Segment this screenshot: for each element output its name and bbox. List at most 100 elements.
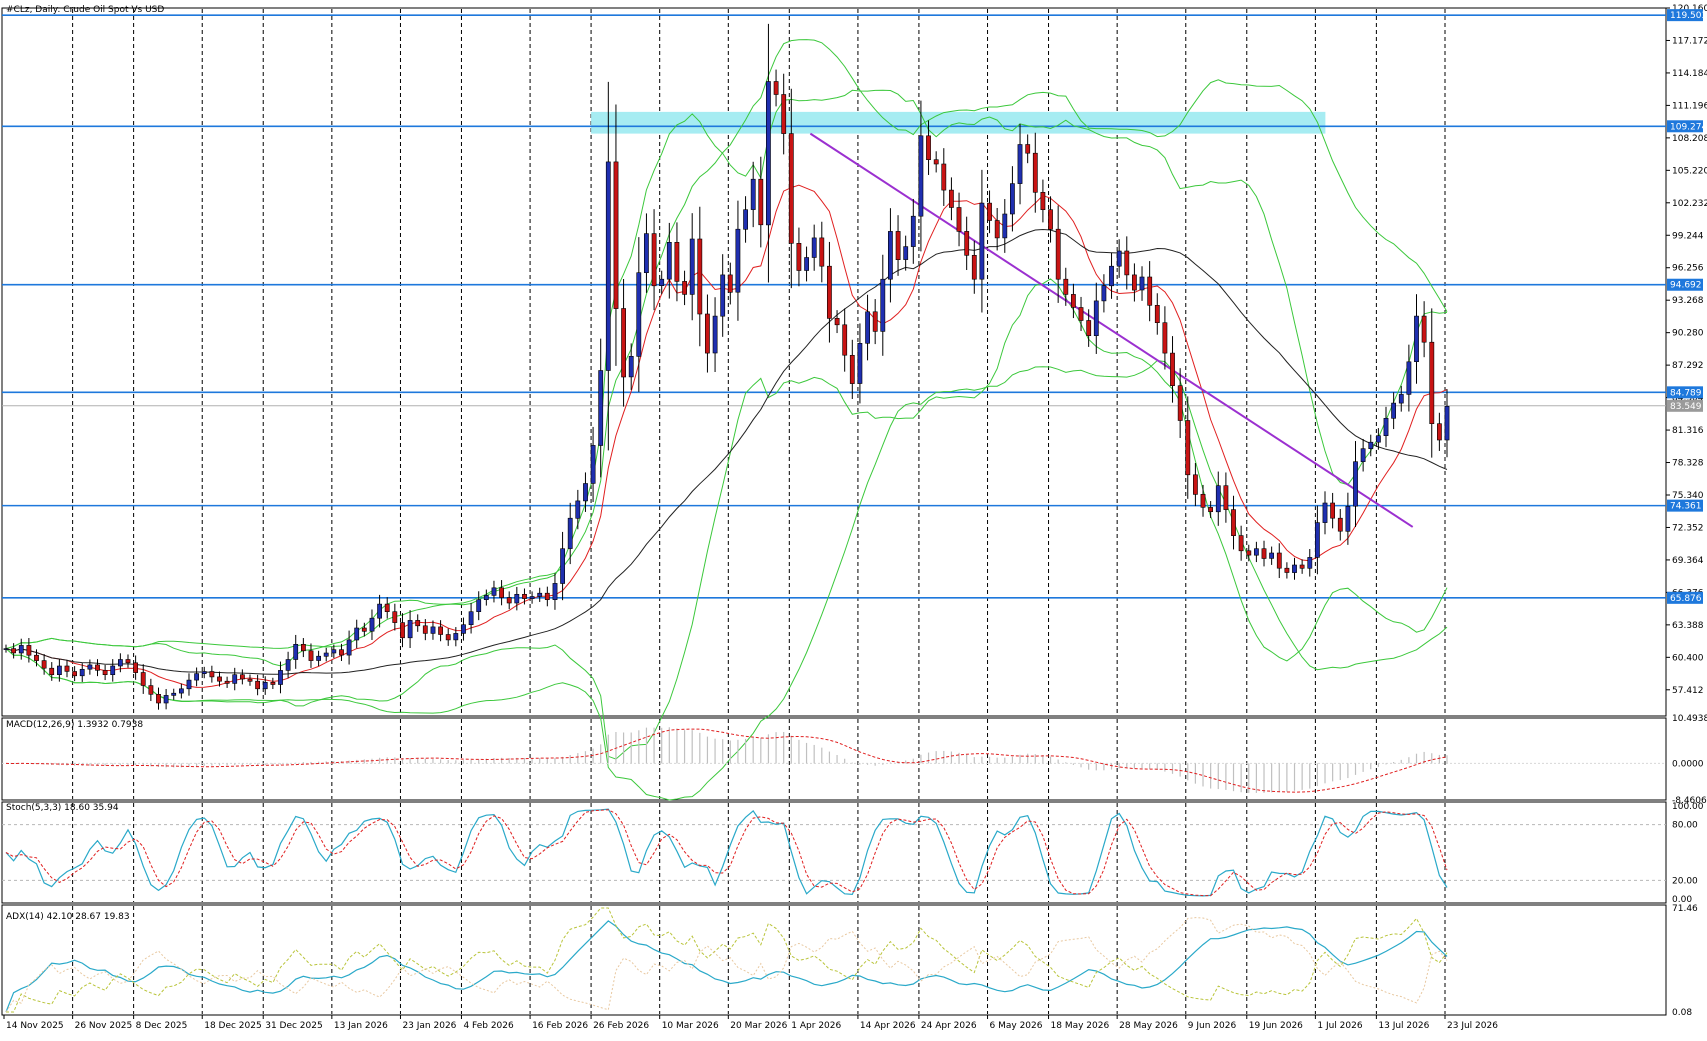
price-panel	[1, 7, 1667, 717]
bull-candle	[712, 315, 718, 354]
macd-signal-line	[5, 728, 1448, 793]
price-tick-label: 102.232	[1672, 199, 1707, 209]
level-price-label: 94.692	[1670, 281, 1702, 291]
price-tick-label: 81.316	[1672, 426, 1704, 436]
bear-candle	[339, 649, 344, 656]
bull-candle	[575, 500, 581, 519]
bear-candle	[964, 231, 970, 256]
bull-candle	[468, 611, 474, 626]
bear-candle	[1162, 322, 1168, 354]
bollinger-upper-40	[5, 39, 1448, 650]
bull-candle	[194, 673, 199, 681]
date-label: 28 May 2026	[1119, 1021, 1178, 1031]
price-tick-label: 90.280	[1672, 329, 1704, 339]
macd-tick-label: -8.4606	[1672, 796, 1707, 806]
bear-candle	[1147, 276, 1153, 306]
bear-candle	[64, 665, 70, 672]
bull-candle	[666, 242, 672, 280]
bear-candle	[987, 202, 992, 221]
stoch-tick-label: 80.00	[1672, 821, 1698, 831]
price-tick-label: 114.184	[1672, 69, 1707, 79]
bull-candle	[1360, 448, 1366, 463]
date-label: 1 Apr 2026	[791, 1021, 841, 1031]
price-tick-label: 99.244	[1672, 231, 1704, 241]
bollinger-upper-20	[5, 89, 1448, 667]
bull-candle	[377, 603, 382, 619]
price-tick-label: 69.364	[1672, 556, 1704, 566]
bear-candle	[422, 625, 428, 634]
bear-candle	[308, 650, 314, 661]
bull-candle	[1353, 461, 1358, 507]
bull-candle	[887, 231, 893, 280]
bear-candle	[1132, 274, 1137, 291]
bear-candle	[842, 324, 848, 356]
bear-candle	[1223, 485, 1229, 510]
bull-candle	[1406, 361, 1412, 395]
price-tick-label: 72.352	[1672, 523, 1704, 533]
bull-candle	[1292, 564, 1297, 573]
bear-candle	[819, 237, 825, 267]
bull-candle	[18, 645, 24, 654]
moving-average-fast	[5, 184, 1448, 688]
bull-candle	[979, 202, 985, 280]
bear-candle	[994, 220, 1000, 239]
bear-candle	[1032, 152, 1038, 193]
bear-candle	[255, 680, 260, 690]
bull-candle	[87, 664, 93, 670]
bear-candle	[41, 660, 47, 669]
stoch-panel	[1, 801, 1667, 904]
bear-candle	[872, 311, 878, 332]
bear-candle	[1437, 423, 1442, 441]
bull-candle	[1215, 485, 1221, 513]
bear-candle	[704, 313, 710, 354]
bull-candle	[804, 257, 809, 271]
bear-candle	[682, 281, 687, 295]
bear-candle	[392, 611, 398, 623]
bull-candle	[3, 648, 9, 650]
price-tick-label: 105.220	[1672, 166, 1707, 176]
date-label: 20 Mar 2026	[730, 1021, 787, 1031]
bull-candle	[529, 596, 535, 600]
bear-candle	[849, 354, 855, 384]
bear-candle	[1154, 304, 1160, 323]
bear-candle	[102, 670, 108, 676]
bull-candle	[1093, 300, 1099, 336]
bull-candle	[552, 583, 558, 601]
date-label: 13 Jan 2026	[334, 1021, 388, 1031]
bear-candle	[826, 265, 832, 319]
bear-candle	[133, 662, 138, 673]
price-tick-label: 60.400	[1672, 653, 1704, 663]
bull-candle	[1368, 441, 1374, 450]
bull-candle	[880, 278, 886, 332]
current-price-label: 83.549	[1670, 402, 1702, 412]
bull-candle	[1009, 183, 1015, 215]
bear-candle	[727, 274, 733, 293]
date-label: 31 Dec 2025	[265, 1021, 323, 1031]
bull-candle	[865, 311, 870, 344]
bull-candle	[323, 652, 329, 657]
price-tick-label: 93.268	[1672, 296, 1704, 306]
bear-candle	[1185, 420, 1191, 476]
price-tick-label: 111.196	[1672, 101, 1707, 111]
bear-candle	[499, 587, 504, 598]
bull-candle	[1391, 402, 1396, 419]
bear-candle	[1177, 385, 1183, 421]
bear-candle	[1200, 493, 1206, 508]
bear-candle	[1246, 550, 1252, 556]
bull-candle	[567, 517, 573, 549]
bear-candle	[1429, 341, 1435, 425]
level-price-label: 109.274	[1670, 122, 1707, 132]
date-label: 1 Jul 2026	[1317, 1021, 1362, 1031]
bull-candle	[743, 209, 748, 230]
bull-candle	[765, 81, 771, 226]
bull-candle	[1345, 505, 1351, 532]
level-price-label: 119.503	[1670, 11, 1707, 21]
bear-candle	[148, 685, 154, 695]
bull-candle	[659, 278, 665, 287]
bear-candle	[895, 231, 901, 260]
date-label: 16 Feb 2026	[532, 1021, 588, 1031]
date-label: 23 Jul 2026	[1447, 1021, 1498, 1031]
bull-candle	[1398, 394, 1404, 404]
bull-candle	[1017, 144, 1023, 184]
